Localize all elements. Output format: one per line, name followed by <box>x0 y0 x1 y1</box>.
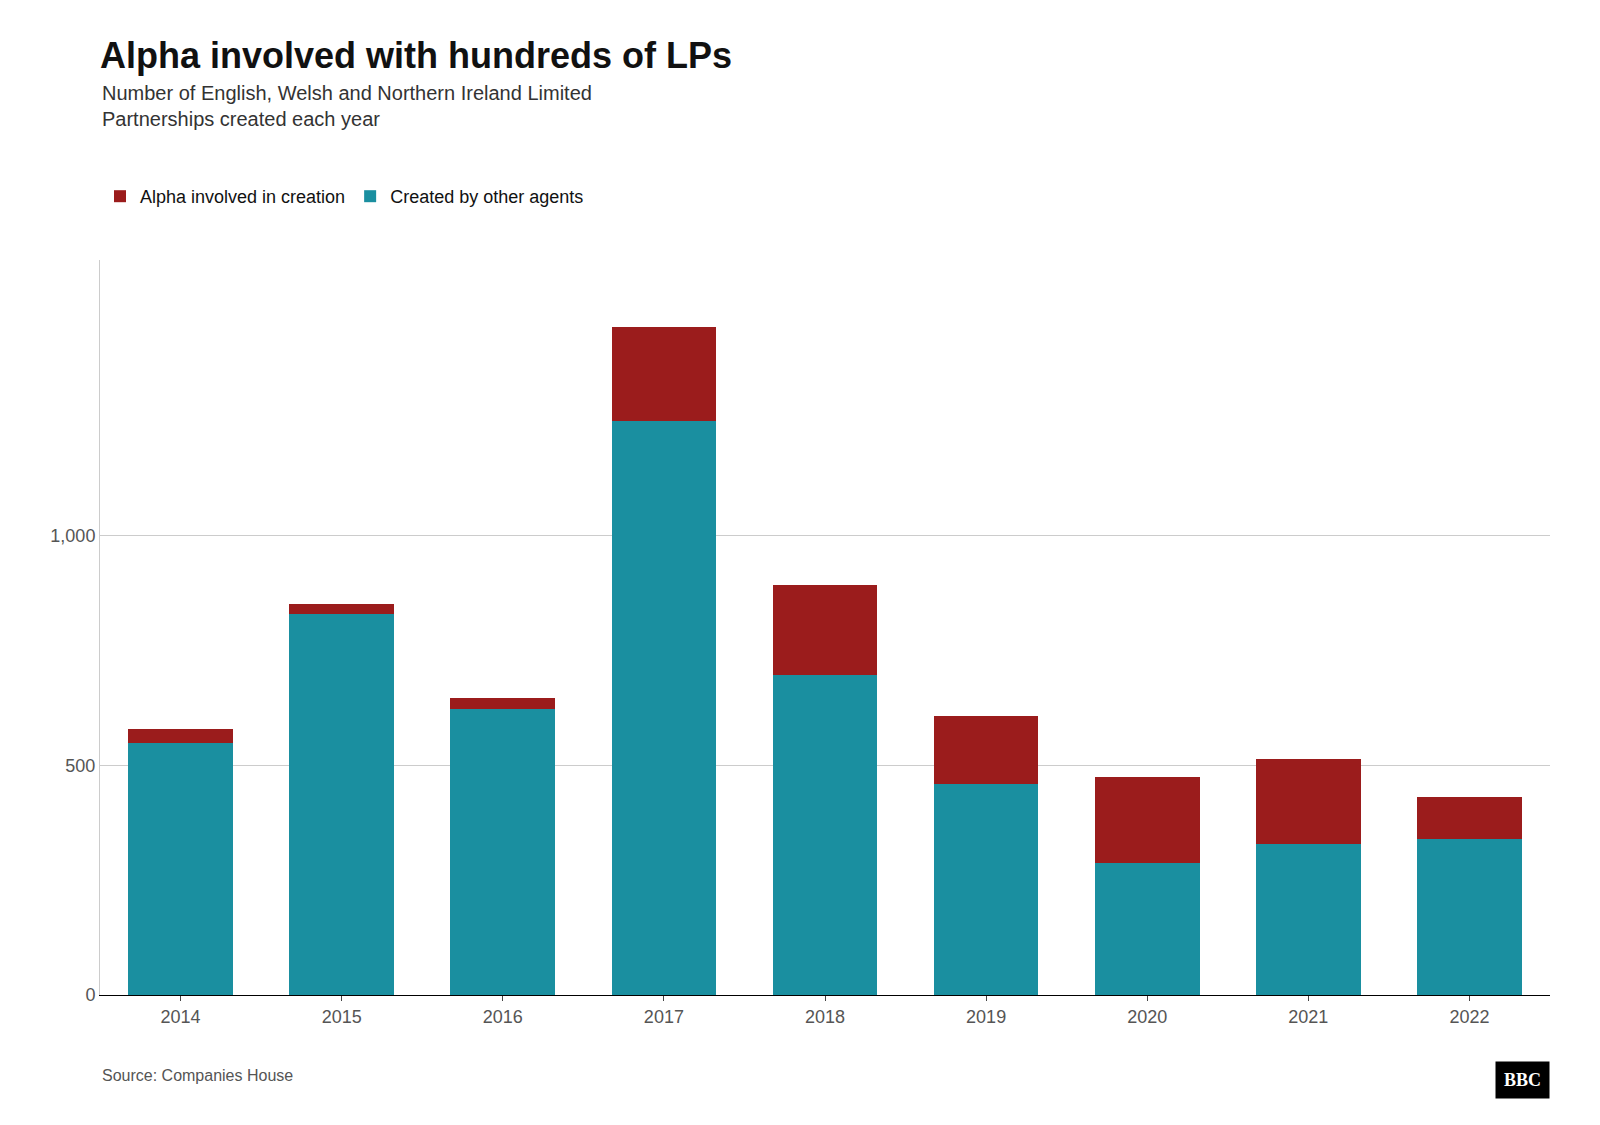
svg-text:2015: 2015 <box>322 1007 362 1027</box>
svg-text:2014: 2014 <box>161 1007 201 1027</box>
svg-text:Created by other agents: Created by other agents <box>390 187 583 207</box>
svg-text:Alpha involved in creation: Alpha involved in creation <box>140 187 345 207</box>
svg-text:2017: 2017 <box>644 1007 684 1027</box>
svg-text:2018: 2018 <box>805 1007 845 1027</box>
svg-text:2021: 2021 <box>1288 1007 1328 1027</box>
svg-text:500: 500 <box>65 756 95 776</box>
svg-text:Alpha involved with hundreds o: Alpha involved with hundreds of LPs <box>100 35 732 76</box>
svg-text:1,000: 1,000 <box>50 526 95 546</box>
svg-text:2016: 2016 <box>483 1007 523 1027</box>
svg-text:Source: Companies House: Source: Companies House <box>102 1067 293 1084</box>
svg-text:2019: 2019 <box>966 1007 1006 1027</box>
svg-text:2022: 2022 <box>1449 1007 1489 1027</box>
svg-text:2020: 2020 <box>1127 1007 1167 1027</box>
svg-text:0: 0 <box>85 985 95 1005</box>
svg-text:BBC: BBC <box>1504 1070 1541 1090</box>
svg-text:Number of English, Welsh and N: Number of English, Welsh and Northern Ir… <box>102 82 592 130</box>
